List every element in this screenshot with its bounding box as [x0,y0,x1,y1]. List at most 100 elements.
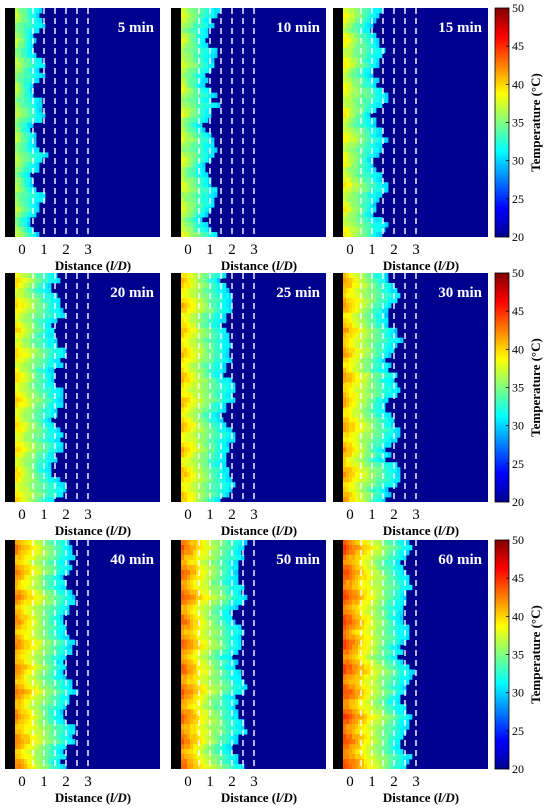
field-cell [358,112,362,118]
field-cell [388,417,392,423]
field-cell [394,342,398,349]
field-cell [190,182,194,188]
field-cell [48,487,52,493]
field-cell [193,77,197,84]
field-cell [385,287,389,294]
field-cell [214,544,218,551]
field-cell [27,462,31,468]
field-cell [193,97,197,103]
field-cell [364,282,368,289]
field-cell [57,442,61,448]
field-cell [48,347,52,354]
field-cell [21,457,25,463]
field-cell [33,167,37,173]
field-cell [15,457,19,463]
x-axis-label: Distance (l/D) [221,523,297,538]
field-row [15,72,46,79]
field-cell [352,72,356,79]
field-cell [202,157,206,163]
field-cell [48,467,52,473]
field-cell [24,574,28,581]
field-cell [39,544,43,551]
field-cell [196,342,200,349]
field-cell [343,297,347,304]
field-cell [36,764,40,769]
field-cell [190,437,194,443]
field-cell [349,222,353,228]
field-row [343,137,389,143]
field-cell [24,462,28,468]
field-cell [358,362,362,368]
field-cell [214,472,218,478]
field-cell [30,739,34,745]
field-cell [15,52,19,59]
field-cell [33,699,37,705]
field-cell [30,659,34,665]
field-cell [69,689,73,695]
field-cell [57,679,61,685]
field-cell [21,197,25,203]
field-cell [181,467,185,473]
x-tick-label: 3 [84,774,92,790]
field-cell [346,57,350,64]
field-cell [45,609,49,616]
field-cell [211,412,215,418]
field-cell [27,12,31,19]
field-cell [352,382,356,388]
field-cell [184,422,188,428]
field-cell [24,192,28,198]
field-cell [193,137,197,143]
field-cell [27,624,31,631]
field-cell [388,297,392,304]
field-cell [205,67,209,74]
field-cell [27,332,31,339]
field-cell [190,332,194,339]
field-cell [57,312,61,319]
field-cell [190,222,194,228]
field-cell [30,82,34,89]
field-cell [196,222,200,228]
field-cell [370,277,374,284]
field-cell [27,754,31,760]
field-cell [382,412,386,418]
field-cell [48,277,52,284]
field-cell [54,734,58,740]
field-cell [187,217,191,223]
field-cell [184,57,188,64]
field-cell [18,273,22,279]
field-cell [367,417,371,423]
field-cell [196,540,200,546]
field-cell [181,477,185,483]
field-cell [364,137,368,143]
field-cell [223,282,227,289]
field-cell [181,107,185,113]
field-cell [361,402,365,408]
field-cell [370,222,374,228]
field-cell [229,392,233,398]
field-cell [30,482,34,488]
field-cell [367,62,371,69]
field-cell [24,52,28,59]
field-cell [193,217,197,223]
field-cell [352,377,356,383]
field-cell [199,584,203,591]
field-cell [27,227,31,233]
field-cell [370,407,374,413]
field-cell [184,102,188,108]
field-cell [187,117,191,123]
field-cell [27,112,31,118]
field-cell [349,332,353,339]
field-cell [379,452,383,458]
field-cell [18,482,22,488]
field-cell [343,387,347,393]
field-cell [36,312,40,319]
field-cell [196,412,200,418]
field-row [181,77,209,84]
field-cell [24,427,28,433]
field-cell [57,544,61,551]
field-cell [27,292,31,299]
field-cell [217,282,221,289]
x-tick-label: 0 [18,507,26,523]
field-cell [208,52,212,59]
field-cell [382,342,386,349]
